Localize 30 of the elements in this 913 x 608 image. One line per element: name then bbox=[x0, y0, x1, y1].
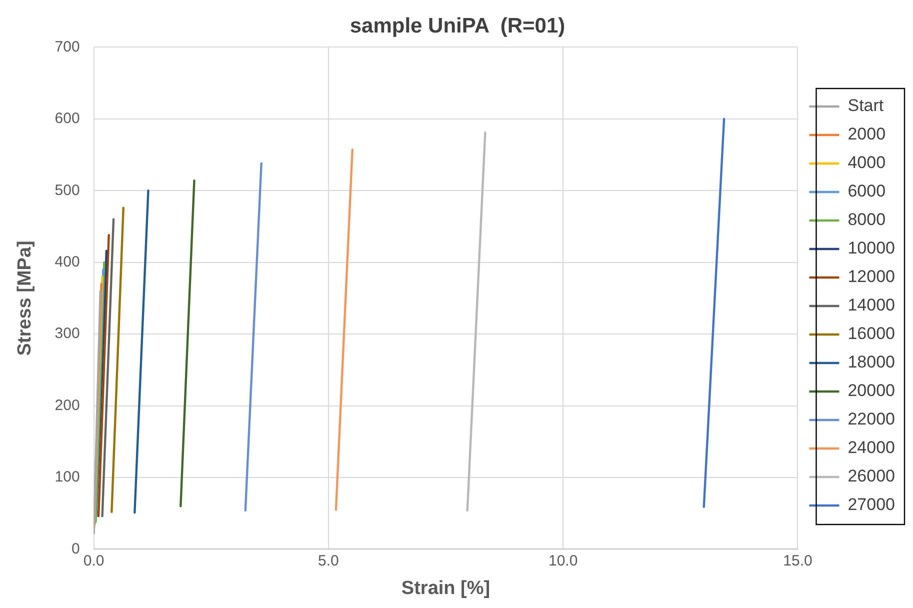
x-tick-label: 10.0 bbox=[548, 552, 578, 570]
x-tick-label: 0.0 bbox=[83, 552, 104, 570]
y-tick-label: 400 bbox=[54, 253, 80, 270]
legend-label: Start bbox=[848, 96, 884, 116]
legend-label: 16000 bbox=[848, 324, 896, 344]
legend-label: 18000 bbox=[848, 352, 896, 372]
legend-label: 14000 bbox=[848, 296, 896, 315]
legend-label: 26000 bbox=[848, 466, 896, 486]
y-tick-label: 0 bbox=[71, 540, 80, 558]
y-tick-label: 500 bbox=[54, 182, 80, 199]
chart-title: sample UniPA (R=01) bbox=[350, 14, 566, 38]
legend-label: 8000 bbox=[848, 210, 886, 230]
legend-label: 22000 bbox=[848, 410, 896, 429]
y-tick-label: 700 bbox=[54, 38, 80, 56]
x-axis-title: Strain [%] bbox=[401, 578, 490, 599]
legend-label: 12000 bbox=[848, 267, 896, 286]
legend-label: 2000 bbox=[848, 124, 886, 144]
y-axis-title: Stress [MPa] bbox=[14, 240, 36, 356]
y-tick-label: 100 bbox=[54, 468, 80, 486]
y-tick-label: 600 bbox=[54, 110, 80, 128]
legend-label: 20000 bbox=[848, 381, 896, 400]
legend-label: 27000 bbox=[848, 495, 896, 514]
legend-label: 6000 bbox=[848, 182, 886, 201]
y-tick-label: 200 bbox=[54, 396, 80, 414]
x-tick-label: 5.0 bbox=[318, 552, 339, 570]
legend-label: 4000 bbox=[848, 153, 886, 172]
y-tick-label: 300 bbox=[54, 325, 80, 342]
legend-label: 10000 bbox=[848, 238, 896, 258]
legend-label: 24000 bbox=[848, 438, 896, 458]
x-tick-label: 15.0 bbox=[783, 552, 812, 570]
